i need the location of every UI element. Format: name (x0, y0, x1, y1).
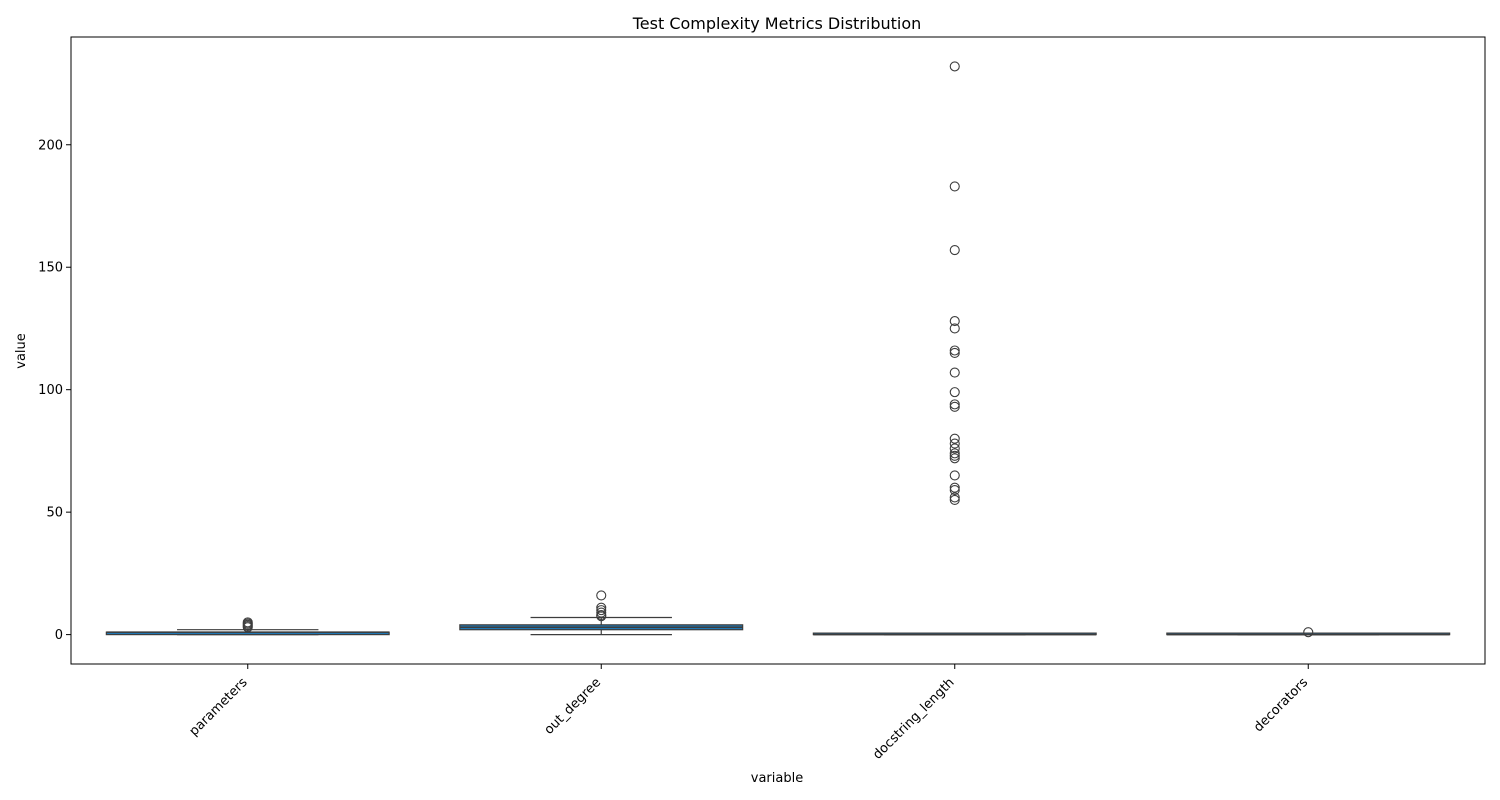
plot-area (70, 36, 1486, 665)
outlier-point (596, 602, 607, 613)
y-tick-label: 50 (46, 506, 63, 521)
y-tick-label: 150 (38, 261, 63, 276)
outlier-point (949, 448, 960, 459)
chart-title: Test Complexity Metrics Distribution (632, 14, 922, 33)
x-tick-label: out_degree (542, 675, 604, 737)
y-tick-label: 200 (38, 138, 63, 153)
box-out_degree (459, 590, 744, 636)
outlier-point (949, 347, 960, 358)
outlier-point (242, 617, 253, 628)
y-axis: 0 50 100 150 200 (38, 138, 71, 643)
outlier-point (949, 453, 960, 464)
x-axis: parameters out_degree docstring_length deco… (187, 664, 1311, 763)
x-tick-label: parameters (187, 675, 251, 739)
box-decorators (1166, 627, 1451, 638)
outlier-point (949, 181, 960, 192)
outlier-point (596, 605, 607, 616)
outlier-point (949, 245, 960, 256)
x-tick-label: docstring_length (870, 675, 957, 762)
outlier-point (596, 609, 607, 621)
outlier-point (949, 323, 960, 334)
outlier-point (1303, 627, 1314, 638)
outlier-point (949, 316, 960, 327)
x-tick-label: decorators (1251, 675, 1311, 735)
outlier-point (949, 367, 960, 378)
y-tick-label: 0 (55, 628, 63, 643)
outlier-point (949, 399, 960, 410)
y-tick-label: 100 (38, 383, 63, 398)
outlier-point (949, 345, 960, 356)
box-docstring_length (812, 61, 1097, 636)
outlier-point (949, 438, 960, 449)
outlier-point (949, 61, 960, 72)
outlier-point (949, 492, 960, 503)
outlier-point (949, 450, 960, 461)
boxes-layer (105, 61, 1451, 638)
outlier-point (949, 494, 960, 505)
outlier-point (949, 482, 960, 493)
outlier-point (949, 433, 960, 444)
x-axis-label: variable (751, 771, 803, 786)
outlier-point (949, 401, 960, 412)
outlier-point (949, 485, 960, 496)
outlier-point (949, 470, 960, 481)
y-axis-label: value (14, 333, 29, 369)
box-parameters (105, 617, 390, 636)
outlier-point (596, 590, 607, 601)
outlier-point (949, 443, 960, 454)
outlier-point (949, 387, 960, 398)
outlier-point (596, 607, 607, 618)
